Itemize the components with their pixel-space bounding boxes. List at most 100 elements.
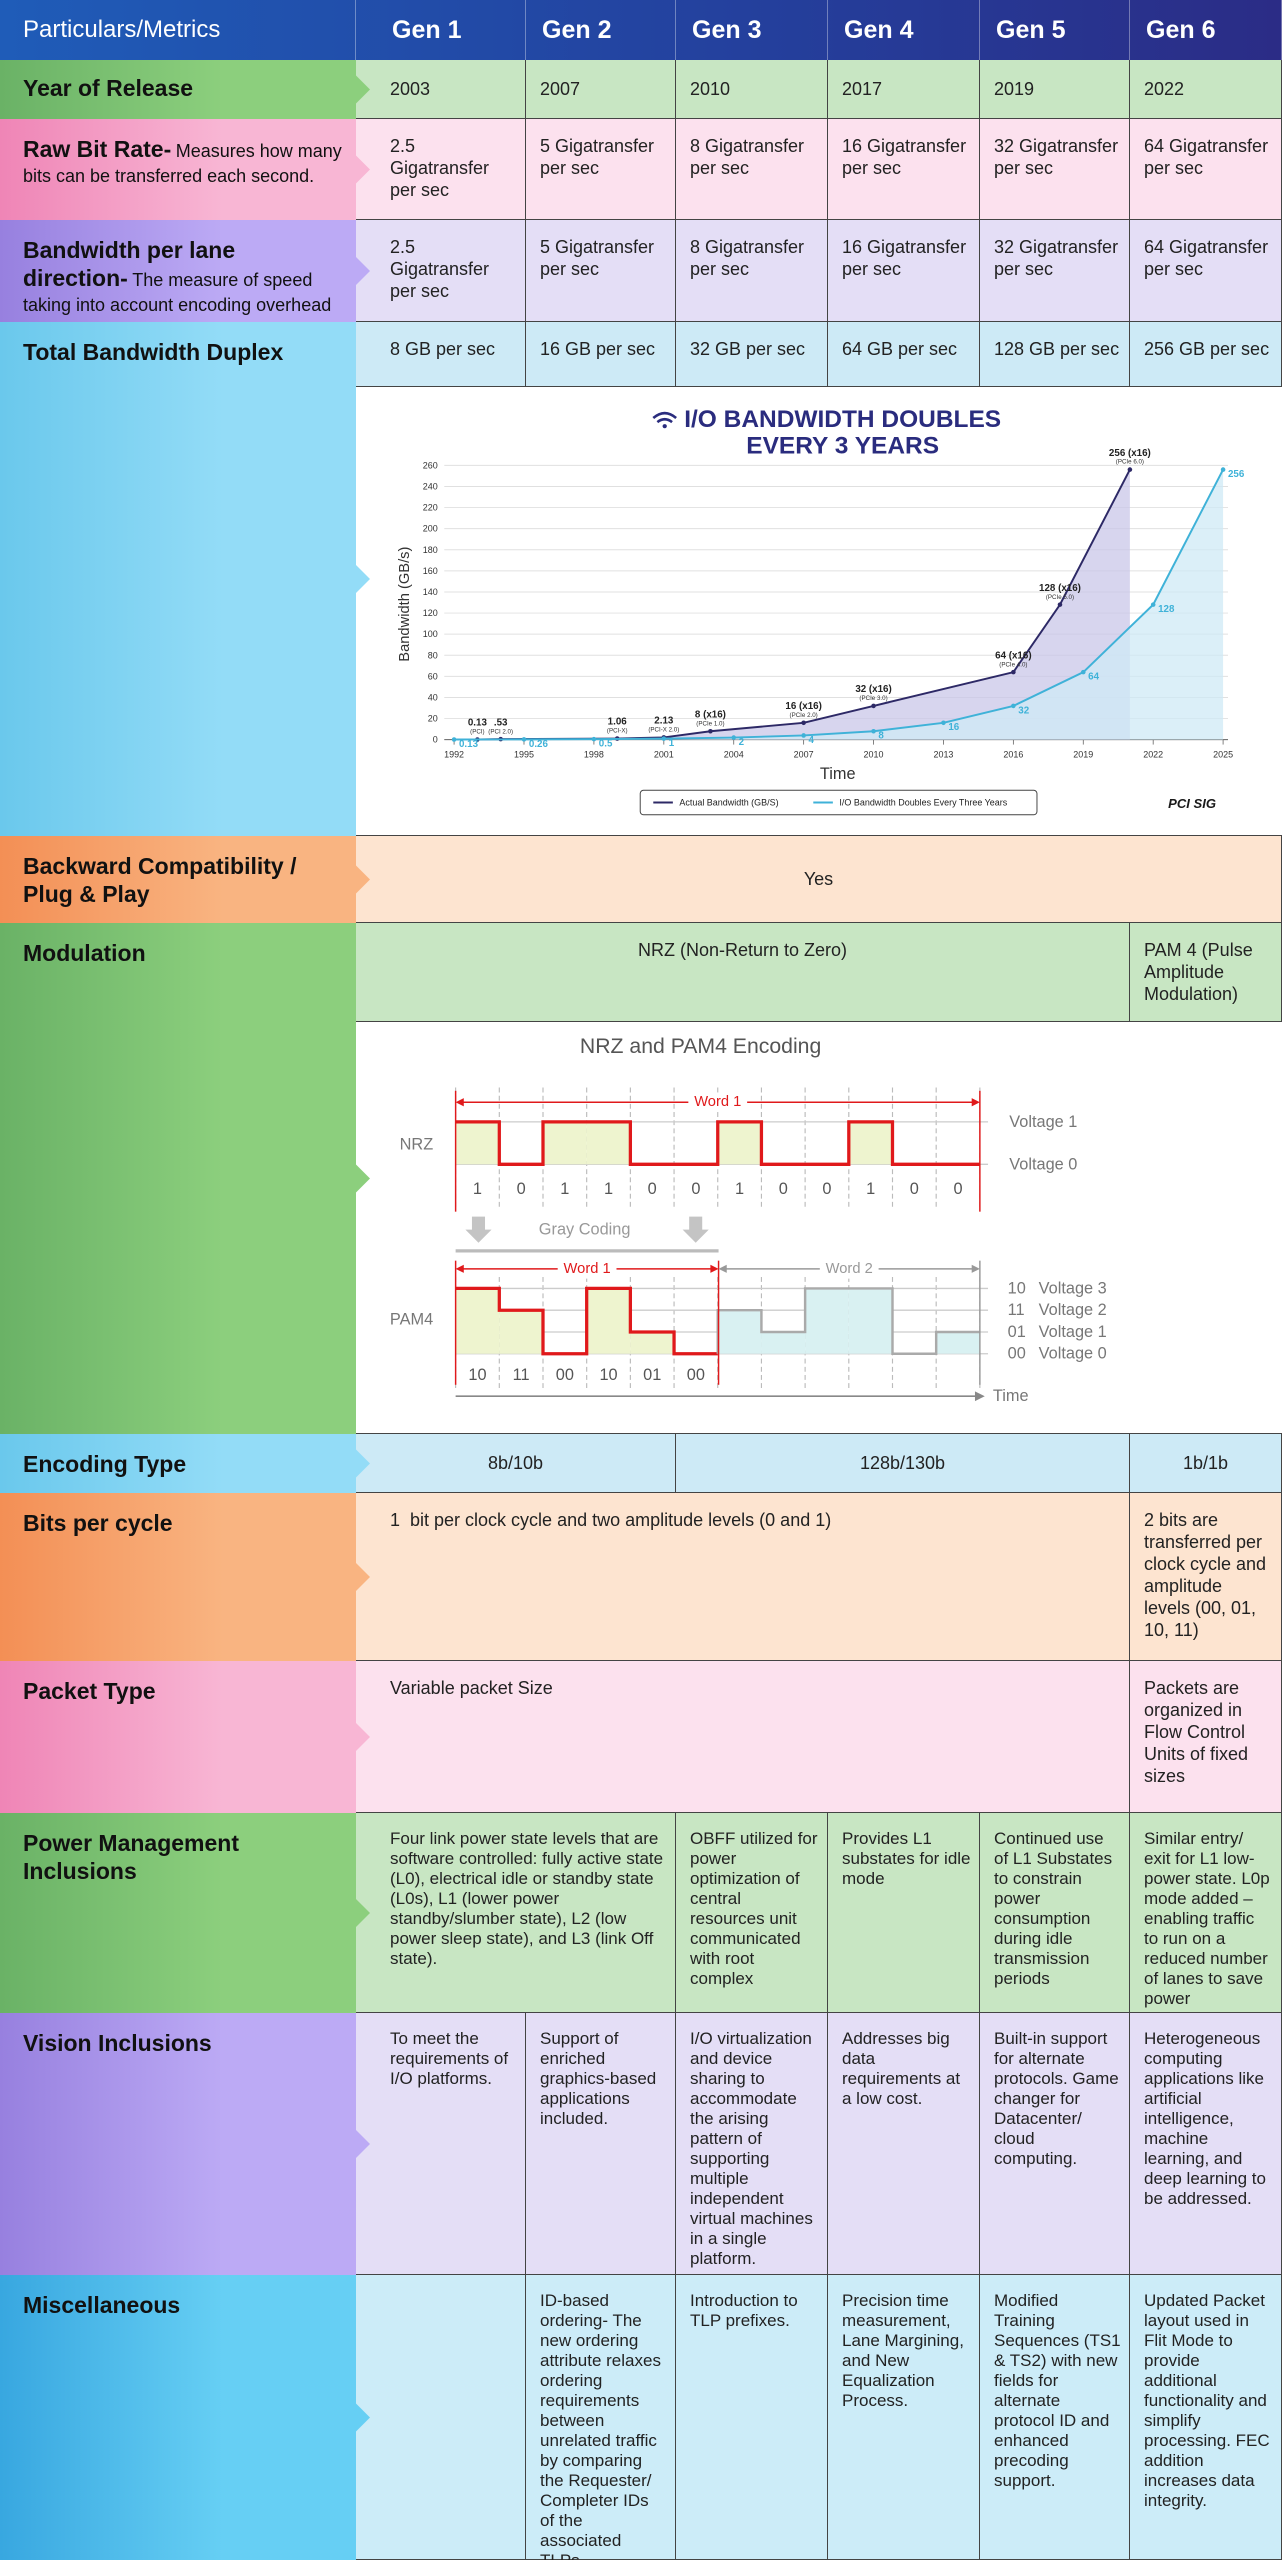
table-cell: PAM 4 (Pulse Amplitude Modulation) xyxy=(1130,923,1282,1022)
y-tick-label: 160 xyxy=(423,566,438,576)
x-tick-label: 2004 xyxy=(724,749,744,759)
table-cell: 32 Gigatransfer per sec xyxy=(980,220,1130,322)
table-cell: I/O virtualization and device sharing to… xyxy=(676,2013,828,2275)
encoding-diagram: NRZ and PAM4 Encoding Voltage 1 Voltage 0 1… xyxy=(390,1035,1107,1405)
row-label-title: Modulation xyxy=(23,940,146,966)
data-point xyxy=(871,728,876,734)
data-sublabel: (PCI) xyxy=(470,729,484,736)
table-cell: 16 Gigatransfer per sec xyxy=(828,119,980,220)
row-label-title: Vision Inclusions xyxy=(23,2030,212,2056)
bit-label: 1 xyxy=(866,1180,875,1198)
gray-coding-label: Gray Coding xyxy=(539,1221,631,1239)
header-cell: Gen 1 xyxy=(356,0,526,60)
word-label-bg xyxy=(557,1259,617,1279)
pam4-waveform-2 xyxy=(716,1287,980,1355)
level-code: 11 xyxy=(1008,1301,1025,1319)
cell-text: 128b/130b xyxy=(859,1453,946,1473)
y-tick-label: 0 xyxy=(433,735,438,745)
empty-cell xyxy=(356,2275,526,2560)
level-label: Voltage 0 xyxy=(1009,1155,1077,1173)
cell-text: Introduction to TLP prefixes. xyxy=(690,2291,803,2330)
data-label: 128 xyxy=(1158,604,1175,615)
cell-text: 32 Gigatransfer per sec xyxy=(994,237,1124,279)
data-point xyxy=(1127,467,1133,472)
cell-text: Built-in support for alternate protocols… xyxy=(994,2029,1124,2168)
logo: PCI SIG xyxy=(1168,796,1216,811)
data-point xyxy=(591,736,597,742)
cell-text: Heterogeneous computing applications lik… xyxy=(1144,2029,1271,2208)
data-label: 64 (x16) xyxy=(995,650,1031,661)
row-label-text: Bits per cycle xyxy=(23,1511,343,1539)
table-cell: Continued use of L1 Substates to constra… xyxy=(980,1813,1130,2013)
row-label: Encoding Type xyxy=(0,1434,370,1493)
level-label: Voltage 3 xyxy=(1039,1279,1107,1297)
word-label: Word 1 xyxy=(564,1261,611,1277)
x-tick-label: 2019 xyxy=(1073,749,1093,759)
header-cell: Gen 4 xyxy=(828,0,980,60)
x-tick-label: 2010 xyxy=(864,749,884,759)
y-axis-label: Bandwidth (GB/s) xyxy=(397,547,413,662)
cell-text: 128 GB per sec xyxy=(994,339,1120,359)
symbol-fill-2 xyxy=(761,1331,806,1354)
data-point xyxy=(1057,602,1063,607)
cell-text: 8 Gigatransfer per sec xyxy=(690,136,810,178)
table-cell: 32 GB per sec xyxy=(676,322,828,387)
data-label: 1.06 xyxy=(608,717,628,728)
cell-text: 16 Gigatransfer per sec xyxy=(842,237,972,279)
data-label: 8 xyxy=(878,731,884,742)
bit-label: 0 xyxy=(691,1180,700,1198)
cell-text: Support of enriched graphics-based appli… xyxy=(540,2029,661,2128)
data-label: 128 (x16) xyxy=(1039,583,1081,594)
x-tick-label: 2007 xyxy=(794,749,814,759)
y-tick-label: 20 xyxy=(428,714,438,724)
diagram-title: NRZ and PAM4 Encoding xyxy=(580,1035,821,1058)
table-cell: Similar entry/ exit for L1 low-power sta… xyxy=(1130,1813,1282,2013)
bit-fill xyxy=(455,1121,500,1165)
bit-label: 1 xyxy=(604,1180,613,1198)
bit-label: 1 xyxy=(560,1180,569,1198)
bit-fill xyxy=(848,1121,893,1165)
table-cell: NRZ (Non-Return to Zero) xyxy=(356,923,1130,1022)
table-cell: Heterogeneous computing applications lik… xyxy=(1130,2013,1282,2275)
table-cell: 2 bits are transferred per clock cycle a… xyxy=(1130,1493,1282,1661)
bit-label: 0 xyxy=(822,1180,831,1198)
y-tick-label: 140 xyxy=(423,587,438,597)
y-tick-label: 40 xyxy=(428,692,438,702)
bit-fill xyxy=(542,1121,587,1165)
data-label: 32 (x16) xyxy=(855,684,891,695)
row-label-text: Vision Inclusions xyxy=(23,2031,343,2059)
symbol-fill-2 xyxy=(936,1331,980,1354)
row-label-title: Encoding Type xyxy=(23,1451,187,1477)
symbol-label: 00 xyxy=(556,1366,574,1384)
cell-text: 2.5 Gigatransfer per sec xyxy=(390,237,495,301)
x-tick-label: 2016 xyxy=(1003,749,1023,759)
row-label-title: Bandwidth per lane direction- xyxy=(23,237,236,291)
x-tick-label: 1995 xyxy=(514,749,534,759)
row-label: Packet Type xyxy=(0,1661,370,1813)
data-label: 1 xyxy=(669,738,675,749)
cell-text: Variable packet Size xyxy=(390,1678,553,1698)
cell-text: OBFF utilized for power optimization of … xyxy=(690,1829,823,1988)
cell-text: Addresses big data requirements at a low… xyxy=(842,2029,965,2108)
bit-label: 0 xyxy=(953,1180,962,1198)
series-line xyxy=(454,469,1224,741)
table-cell: Variable packet Size xyxy=(356,1661,1130,1813)
wifi-icon xyxy=(652,411,677,424)
data-sublabel: (PCI 2.0) xyxy=(488,728,513,735)
cell-text: 8 Gigatransfer per sec xyxy=(690,237,810,279)
y-tick-label: 180 xyxy=(423,545,438,555)
symbol-fill-2 xyxy=(717,1310,762,1354)
row-label: Modulation xyxy=(0,923,370,1434)
cell-text: 8b/10b xyxy=(487,1453,544,1473)
header-text: Gen 4 xyxy=(844,15,914,44)
word-label-bg xyxy=(819,1259,879,1279)
table-cell: 1 bit per clock cycle and two amplitude … xyxy=(356,1493,1130,1661)
bit-fill xyxy=(586,1121,631,1165)
cell-text: 64 Gigatransfer per sec xyxy=(1144,136,1274,178)
legend-box xyxy=(639,789,1038,816)
symbol-fill-2 xyxy=(805,1288,849,1354)
data-point xyxy=(1011,703,1016,709)
data-label: 256 (x16) xyxy=(1109,448,1151,459)
cell-text: 16 GB per sec xyxy=(540,339,656,359)
